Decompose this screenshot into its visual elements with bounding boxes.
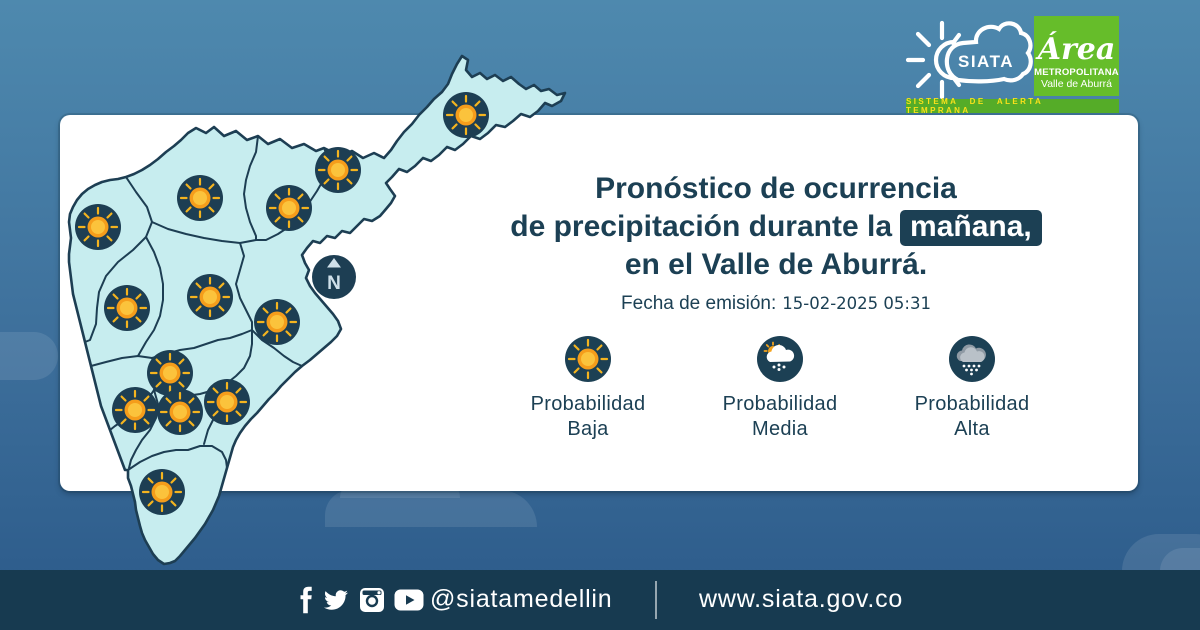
- legend-label: Probabilidad Baja: [530, 393, 646, 440]
- cloud-decoration: [0, 332, 58, 380]
- twitter-icon[interactable]: [322, 588, 350, 612]
- area-logo-script: Área: [1037, 32, 1116, 67]
- legend-label: Probabilidad Alta: [914, 393, 1030, 440]
- social-icons: [298, 586, 424, 614]
- cloud-decoration: [1160, 548, 1200, 571]
- legend-item-baja: Probabilidad Baja: [500, 336, 676, 442]
- title-line3: en el Valle de Aburrá.: [624, 248, 928, 281]
- sun-rain-icon: [757, 336, 803, 382]
- footer-divider: [655, 581, 657, 619]
- instagram-icon[interactable]: [359, 587, 385, 613]
- brand-logos: SIATA Área METROPOLITANA Valle de Aburrá…: [900, 8, 1124, 115]
- cloud-decoration: [325, 490, 537, 527]
- time-of-day-badge: mañana,: [900, 210, 1042, 246]
- siata-logo: SIATA: [905, 20, 1033, 100]
- legend-label: Probabilidad Media: [722, 393, 838, 440]
- siata-banner: SISTEMA DE ALERTA TEMPRANA: [906, 97, 1119, 115]
- emission-date: Fecha de emisión: 15-02-2025 05:31: [430, 292, 1122, 316]
- youtube-icon[interactable]: [394, 589, 424, 611]
- siata-logo-text: SIATA: [958, 52, 1014, 71]
- emission-value: 15-02-2025 05:31: [782, 294, 931, 313]
- area-logo-metro: METROPOLITANA: [1034, 67, 1119, 78]
- emission-label: Fecha de emisión:: [621, 293, 777, 314]
- sun-icon: [565, 336, 611, 382]
- website-link[interactable]: www.siata.gov.co: [699, 585, 904, 613]
- legend-item-media: Probabilidad Media: [692, 336, 868, 442]
- legend-item-alta: Probabilidad Alta: [884, 336, 1060, 442]
- facebook-icon[interactable]: [298, 586, 313, 614]
- title-line2: de precipitación durante la mañana,: [430, 208, 1122, 246]
- rain-icon: [949, 336, 995, 382]
- title-line1: Pronóstico de ocurrencia: [595, 172, 957, 205]
- social-handle[interactable]: @siatamedellin: [430, 585, 613, 613]
- area-metropolitana-logo: Área METROPOLITANA Valle de Aburrá: [1034, 16, 1119, 96]
- forecast-title: Pronóstico de ocurrencia de precipitació…: [430, 170, 1122, 316]
- area-logo-valle: Valle de Aburrá: [1040, 78, 1113, 90]
- footer-bar: @siatamedellin www.siata.gov.co: [0, 570, 1200, 630]
- probability-legend: Probabilidad Baja Probabilidad Media: [500, 336, 1060, 442]
